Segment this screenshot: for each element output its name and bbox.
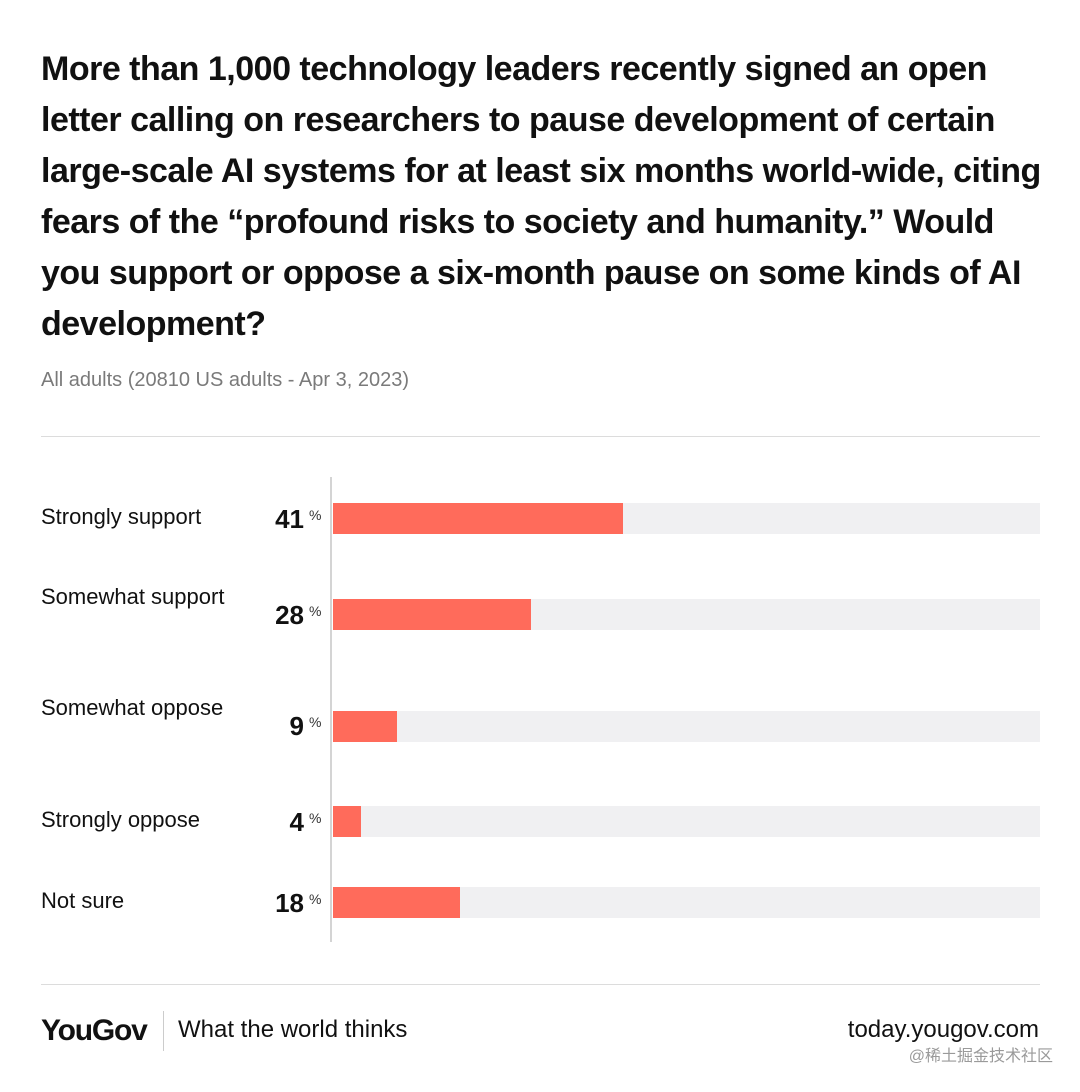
top-divider <box>41 436 1040 437</box>
footer-separator <box>163 1011 164 1051</box>
category-label: Strongly oppose <box>41 807 200 832</box>
value-label: 4 <box>289 807 304 837</box>
value-label: 28 <box>275 600 304 630</box>
bar <box>333 711 397 742</box>
bar-track <box>333 599 1040 630</box>
watermark: @稀土掘金技术社区 <box>908 1048 1053 1065</box>
bar <box>333 599 531 630</box>
percent-sign: % <box>309 507 322 523</box>
percent-sign: % <box>309 810 322 826</box>
bar <box>333 806 362 837</box>
category-label: Strongly support <box>41 504 202 529</box>
percent-sign: % <box>309 603 322 619</box>
footer-tagline: What the world thinks <box>178 1016 408 1043</box>
value-label: 41 <box>275 504 304 534</box>
category-label: Not sure <box>41 888 125 913</box>
value-label: 18 <box>275 888 304 918</box>
footer-site-link[interactable]: today.yougov.com <box>847 1016 1039 1043</box>
bar-track <box>333 806 1040 837</box>
yougov-logo: YouGov <box>41 1014 148 1047</box>
bar-track <box>333 503 1040 534</box>
value-label: 9 <box>289 711 304 741</box>
bar <box>333 503 623 534</box>
bar-track <box>333 887 1040 918</box>
bottom-divider <box>41 984 1040 985</box>
percent-sign: % <box>309 714 322 730</box>
category-label: Somewhat support <box>41 584 225 609</box>
category-label: Somewhat oppose <box>41 695 224 720</box>
chart-title: More than 1,000 technology leaders recen… <box>41 50 1041 343</box>
bar <box>333 887 461 918</box>
chart-subtitle: All adults (20810 US adults - Apr 3, 202… <box>41 369 409 391</box>
axis-line <box>330 477 332 942</box>
percent-sign: % <box>309 891 322 907</box>
bar-track <box>333 711 1040 742</box>
